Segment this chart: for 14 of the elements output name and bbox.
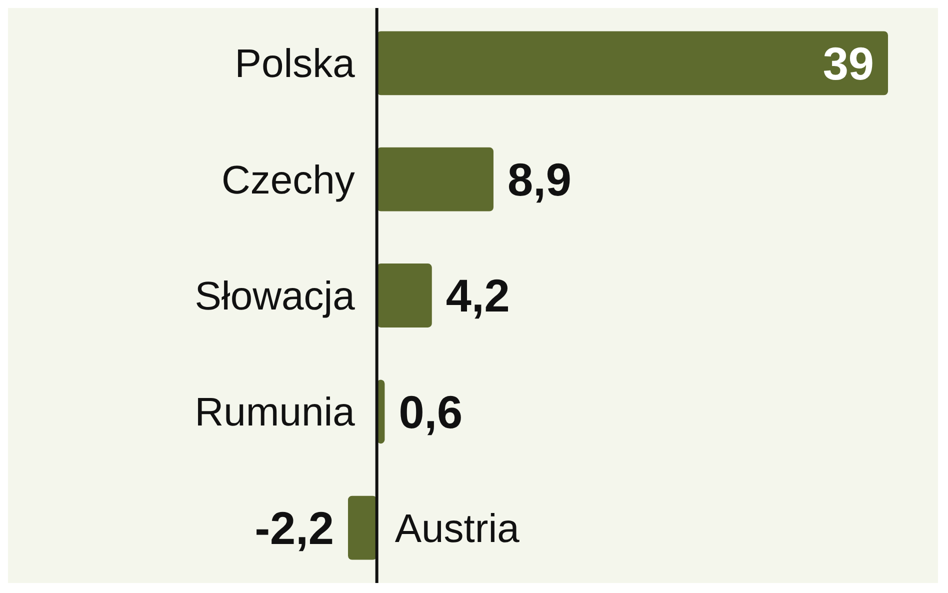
data-label: 8,9 bbox=[507, 153, 572, 206]
y-tick-label: Czechy bbox=[221, 158, 355, 202]
data-label: -2,2 bbox=[254, 502, 334, 554]
data-label: 39 bbox=[822, 37, 874, 90]
y-tick-label: Słowacja bbox=[194, 274, 356, 318]
data-label: 4,2 bbox=[446, 270, 510, 322]
bar bbox=[376, 264, 432, 328]
bar bbox=[376, 147, 494, 212]
data-label: 0,6 bbox=[398, 386, 463, 438]
y-tick-label: Polska bbox=[234, 42, 356, 86]
bar bbox=[376, 31, 888, 96]
y-tick-label: Austria bbox=[394, 506, 520, 551]
bar bbox=[348, 496, 377, 560]
y-tick-label: Rumunia bbox=[194, 390, 356, 435]
